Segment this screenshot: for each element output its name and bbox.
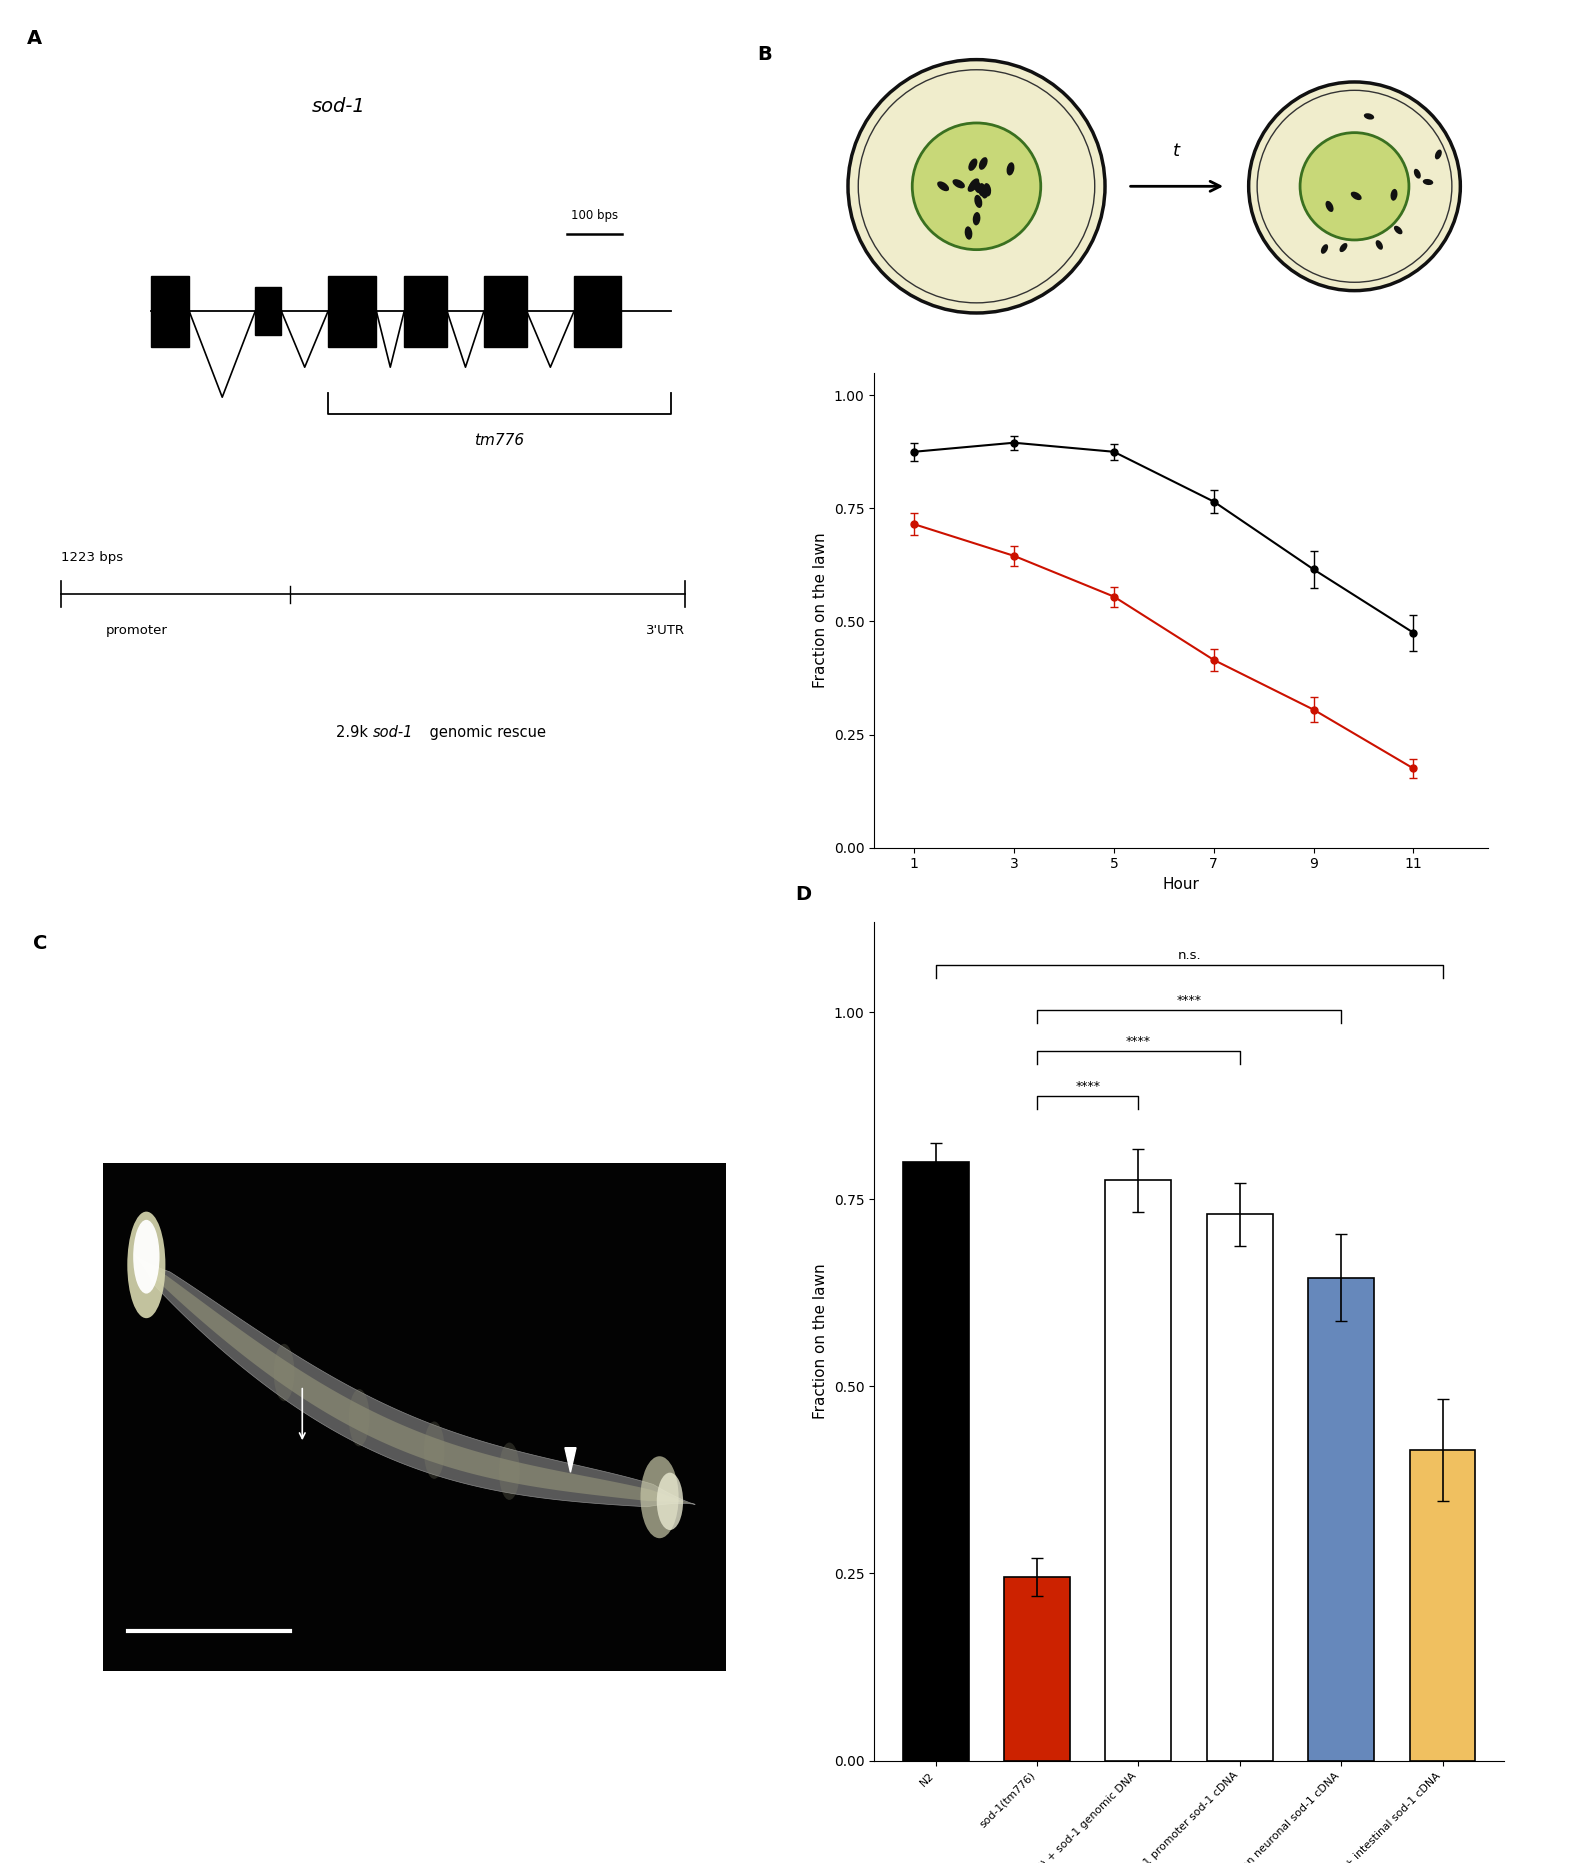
- Text: ****: ****: [1076, 1081, 1101, 1094]
- Circle shape: [858, 69, 1095, 304]
- Text: 3'UTR: 3'UTR: [646, 624, 685, 637]
- Ellipse shape: [499, 1442, 520, 1500]
- Polygon shape: [134, 1256, 695, 1505]
- Text: D: D: [795, 885, 811, 904]
- Text: B: B: [758, 45, 772, 63]
- Ellipse shape: [981, 184, 989, 199]
- Circle shape: [1299, 132, 1410, 240]
- Bar: [573, 276, 621, 348]
- Ellipse shape: [1006, 162, 1014, 175]
- Ellipse shape: [975, 196, 983, 209]
- Circle shape: [912, 123, 1041, 250]
- X-axis label: Hour: Hour: [1162, 877, 1200, 892]
- Bar: [1206, 1215, 1273, 1761]
- Ellipse shape: [969, 158, 978, 171]
- Bar: [151, 276, 189, 348]
- Ellipse shape: [1351, 192, 1362, 199]
- Ellipse shape: [128, 1211, 165, 1319]
- Text: 100 bps: 100 bps: [572, 209, 619, 222]
- Circle shape: [847, 60, 1106, 313]
- Text: n.s.: n.s.: [1178, 948, 1200, 961]
- Ellipse shape: [1394, 225, 1402, 235]
- Text: tm776: tm776: [474, 434, 524, 449]
- Text: sod-1: sod-1: [312, 97, 365, 116]
- Text: genomic rescue: genomic rescue: [425, 725, 547, 740]
- Bar: [1410, 1449, 1476, 1761]
- Ellipse shape: [274, 1343, 295, 1401]
- Y-axis label: Fraction on the lawn: Fraction on the lawn: [813, 533, 828, 687]
- Bar: [405, 276, 447, 348]
- Circle shape: [1249, 82, 1460, 291]
- Ellipse shape: [937, 181, 950, 192]
- Ellipse shape: [980, 156, 988, 170]
- Text: promoter: promoter: [106, 624, 169, 637]
- Ellipse shape: [969, 179, 980, 190]
- Ellipse shape: [1326, 201, 1334, 212]
- Bar: [484, 276, 526, 348]
- Text: A: A: [27, 28, 41, 48]
- Bar: [1005, 1578, 1069, 1761]
- Text: C: C: [33, 933, 47, 952]
- Y-axis label: Fraction on the lawn: Fraction on the lawn: [813, 1263, 828, 1420]
- Ellipse shape: [1339, 242, 1348, 252]
- Text: ****: ****: [1177, 993, 1202, 1006]
- Ellipse shape: [1364, 114, 1373, 119]
- Ellipse shape: [1391, 188, 1397, 201]
- Ellipse shape: [967, 181, 978, 192]
- Text: t: t: [1173, 142, 1180, 160]
- Polygon shape: [565, 1448, 576, 1472]
- Bar: [1106, 1181, 1172, 1761]
- Ellipse shape: [657, 1472, 684, 1530]
- Ellipse shape: [978, 183, 986, 196]
- Ellipse shape: [964, 225, 972, 240]
- Ellipse shape: [1435, 149, 1441, 160]
- Ellipse shape: [1321, 244, 1328, 253]
- Text: ****: ****: [1126, 1036, 1151, 1047]
- Ellipse shape: [134, 1220, 159, 1293]
- Text: sod-1: sod-1: [373, 725, 413, 740]
- Polygon shape: [134, 1256, 695, 1507]
- Ellipse shape: [1422, 179, 1433, 184]
- Ellipse shape: [348, 1390, 370, 1446]
- Circle shape: [1257, 89, 1452, 283]
- Bar: [902, 1163, 969, 1761]
- Ellipse shape: [983, 183, 991, 196]
- Text: 2.9k: 2.9k: [337, 725, 373, 740]
- Ellipse shape: [1414, 170, 1421, 179]
- Ellipse shape: [973, 212, 980, 225]
- Ellipse shape: [641, 1457, 679, 1539]
- Bar: [255, 287, 282, 335]
- Ellipse shape: [973, 181, 981, 194]
- Bar: [328, 276, 376, 348]
- Ellipse shape: [424, 1421, 444, 1479]
- Text: 1223 bps: 1223 bps: [61, 551, 123, 564]
- Ellipse shape: [1375, 240, 1383, 250]
- Bar: [1309, 1278, 1373, 1761]
- Ellipse shape: [953, 179, 965, 188]
- Bar: [102, 1163, 726, 1671]
